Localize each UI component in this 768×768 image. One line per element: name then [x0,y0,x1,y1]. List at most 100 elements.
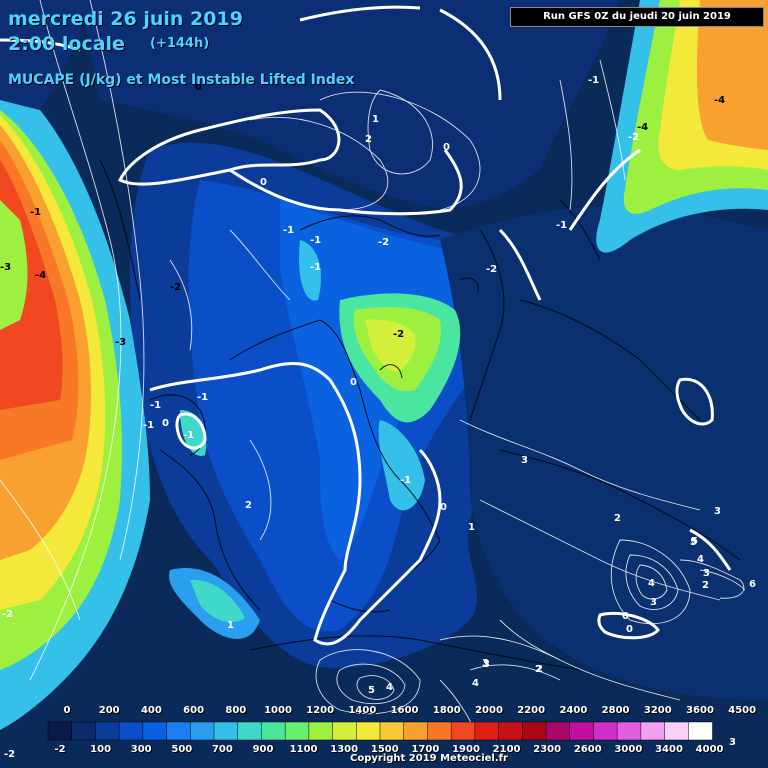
legend-top-label: 1000 [264,705,292,716]
legend-bottom-label: 3000 [614,744,643,755]
legend-swatch [95,721,120,741]
contour-label: 1 [372,114,379,125]
contour-label: -2 [378,237,389,248]
contour-label: -1 [197,392,208,403]
contour-label: -4 [637,122,648,133]
legend-top-label: 2800 [601,705,630,716]
legend-top-label: 2000 [475,705,503,716]
legend-top-label: 600 [183,705,205,716]
contour-label: -1 [283,225,294,236]
contour-label: 4 [697,554,704,565]
contour-label: 5 [691,536,698,547]
legend-bottom-label: -2 [54,744,66,755]
legend-swatch [474,721,500,741]
contour-label: 2 [365,134,372,145]
legend-swatch [403,721,429,741]
legend-bottom-label: 700 [211,744,233,755]
contour-label: 0 [443,142,450,153]
legend-top-label: 2200 [517,705,546,716]
contour-label: -2 [628,132,639,143]
contour-label: 5 [690,537,697,548]
forecast-date: mercredi 26 juin 2019 [8,8,243,30]
legend-swatch [166,721,192,741]
legend-bottom-label: 100 [90,744,112,755]
contour-label: 4 [648,578,655,589]
legend-bottom-label: 500 [171,744,193,755]
forecast-lead: (+144h) [150,36,210,51]
legend-swatch [498,721,524,741]
legend-swatch [261,721,286,741]
forecast-time: 2:00 locale [8,33,125,55]
legend-swatch [213,721,239,741]
contour-label: 3 [650,597,657,608]
contour-label: -2 [170,282,181,293]
contour-label: 4 [472,678,479,689]
contour-label: 5 [368,685,375,696]
legend-swatch [308,721,334,741]
legend-swatch [569,721,595,741]
legend-swatch [356,721,381,741]
contour-label: -1 [400,475,411,486]
legend-top-label: 200 [98,705,120,716]
contour-label: 3 [714,506,721,517]
contour-label: -1 [150,400,161,411]
legend-swatch [190,721,215,741]
contour-label: 3 [482,658,489,669]
contour-label: -1 [588,75,599,86]
legend-bottom-label: 3400 [655,744,683,755]
legend-top-labels: 0 200 400 600 800 1000 1200 1400 1600 1800 2000 220… [40,705,757,717]
legend-swatch [71,721,97,741]
legend-swatch [118,721,144,741]
legend-swatch [379,721,405,741]
field-title: MUCAPE (J/kg) et Most Instable Lifted In… [8,72,355,88]
legend-top-label: 1200 [306,705,335,716]
legend-swatch [688,721,713,741]
copyright: Copyright 2019 Meteociel.fr [350,753,508,764]
contour-label: 0 [626,624,633,635]
legend-swatch [522,721,547,741]
legend-top-label: 800 [225,705,247,716]
legend-swatch [427,721,452,741]
contour-label: 3 [521,455,528,466]
legend-bottom-labels: -2 100 300 500 700 900 1100 1300 1500 1700 1900 210… [40,744,740,756]
contour-label: -1 [556,220,567,231]
contour-label: -3 [0,262,11,273]
legend-top-label: 3600 [686,705,714,716]
contour-label: 2 [245,500,252,511]
contour-label: 2 [535,664,542,675]
legend-bottom-label: 2300 [533,744,562,755]
run-info: Run GFS 0Z du jeudi 20 juin 2019 [510,7,764,27]
contour-label: 3 [729,737,736,748]
contour-label: 0 [350,377,357,388]
contour-label: 0 [162,418,169,429]
legend-swatch [593,721,618,741]
contour-label: -1 [183,430,194,441]
contour-label: -4 [714,95,725,106]
legend-swatch [450,721,476,741]
legend-top-label: 2400 [559,705,588,716]
contour-label: 0 [195,82,202,93]
legend-bottom-label: 1700 [411,744,440,755]
legend-swatch [47,721,73,741]
legend-swatch [545,721,571,741]
contour-label: -2 [2,609,13,620]
legend-swatch [640,721,666,741]
contour-label: -2 [393,329,404,340]
contour-label: -3 [115,337,126,348]
contour-label: 2 [536,664,543,675]
legend-swatch [616,721,642,741]
legend-swatch [142,721,168,741]
contour-label: 3 [703,568,710,579]
legend-swatch [284,721,310,741]
legend-swatch [237,721,263,741]
contour-label: 3 [483,659,490,670]
contour-label: -1 [143,420,154,431]
legend-top-label: 1600 [390,705,419,716]
contour-label: -2 [486,264,497,275]
legend-bottom-label: 2100 [492,744,521,755]
